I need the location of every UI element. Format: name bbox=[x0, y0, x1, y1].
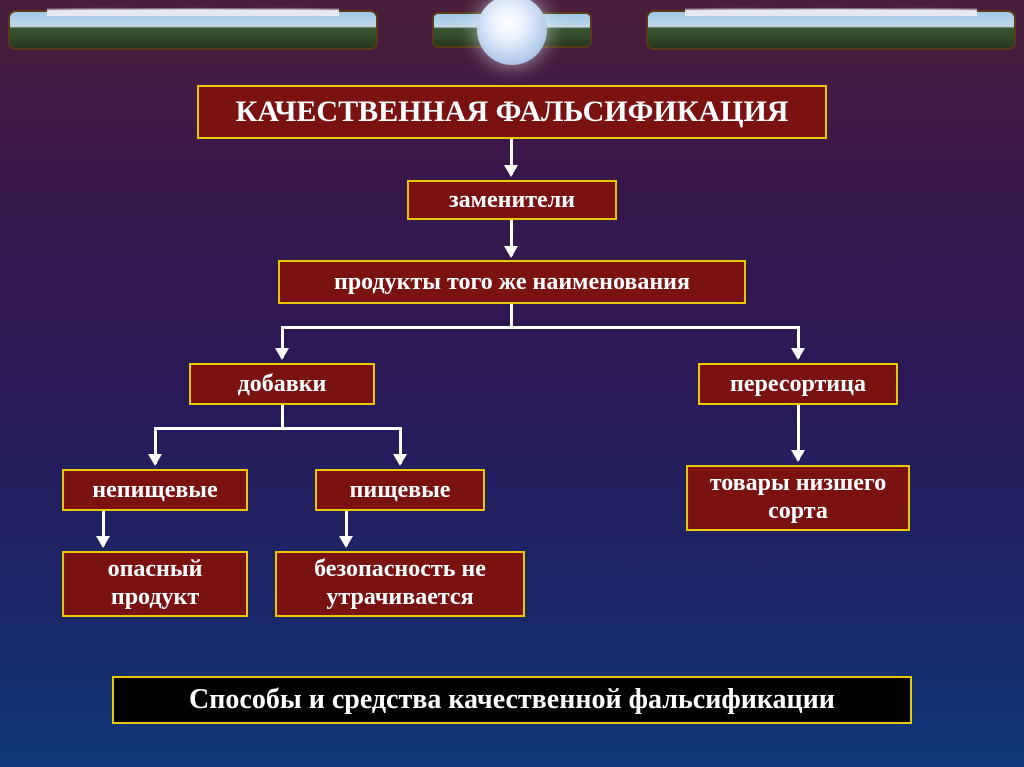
decorative-header bbox=[0, 0, 1024, 60]
node-same-name: продукты того же наименования bbox=[278, 260, 746, 304]
node-mixgrade: пересортица bbox=[698, 363, 898, 405]
header-panel-right bbox=[646, 10, 1016, 50]
footer-caption: Способы и средства качественной фальсифи… bbox=[112, 676, 912, 724]
arrow-to-additives bbox=[281, 326, 284, 358]
arrow-food-safe bbox=[345, 511, 348, 546]
node-food: пищевые bbox=[315, 469, 485, 511]
arrow-to-mixgrade bbox=[797, 326, 800, 358]
connector-line bbox=[281, 405, 284, 429]
arrow-title-substitutes bbox=[510, 139, 513, 175]
connector-line bbox=[281, 326, 800, 329]
arrow-to-food bbox=[399, 427, 402, 464]
header-orb bbox=[402, 5, 622, 55]
connector-line bbox=[510, 304, 513, 328]
arrow-nonfood-dangerous bbox=[102, 511, 105, 546]
node-lower-grade: товары низшего сорта bbox=[686, 465, 910, 531]
node-dangerous: опасный продукт bbox=[62, 551, 248, 617]
arrow-to-nonfood bbox=[154, 427, 157, 464]
node-safe: безопасность не утрачивается bbox=[275, 551, 525, 617]
arrow-substitutes-samename bbox=[510, 220, 513, 256]
node-title: КАЧЕСТВЕННАЯ ФАЛЬСИФИКАЦИЯ bbox=[197, 85, 827, 139]
node-nonfood: непищевые bbox=[62, 469, 248, 511]
header-panel-left bbox=[8, 10, 378, 50]
arrow-mixgrade-lowergrade bbox=[797, 405, 800, 460]
node-substitutes: заменители bbox=[407, 180, 617, 220]
node-additives: добавки bbox=[189, 363, 375, 405]
connector-line bbox=[154, 427, 402, 430]
